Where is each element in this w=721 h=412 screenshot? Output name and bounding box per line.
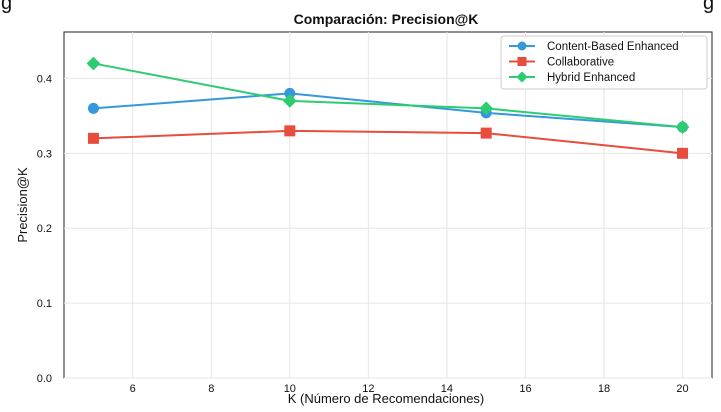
legend-item: Hybrid Enhanced xyxy=(509,71,635,84)
data-point xyxy=(284,87,296,99)
legend-item: Content-Based Enhanced xyxy=(509,41,679,53)
legend-marker xyxy=(516,71,528,83)
legend-item: Collaborative xyxy=(509,57,614,69)
x-axis-label: K (Número de Recomendaciones) xyxy=(288,391,485,406)
x-tick-label: 12 xyxy=(362,383,374,395)
data-point xyxy=(87,132,99,144)
y-tick-label: 0.3 xyxy=(37,148,52,160)
series-group xyxy=(86,56,690,159)
x-tick-label: 20 xyxy=(676,383,688,395)
series-line xyxy=(93,129,683,155)
data-point xyxy=(677,147,689,159)
data-point xyxy=(86,56,101,71)
data-point xyxy=(675,120,690,134)
y-tick-label: 0.4 xyxy=(37,73,52,85)
series-line xyxy=(93,92,683,129)
x-tick-label: 18 xyxy=(598,383,610,395)
x-tick-label: 14 xyxy=(441,383,453,395)
y-tick-label: 0.0 xyxy=(37,373,52,385)
y-tick-label: 0.2 xyxy=(37,223,52,235)
series-collaborative xyxy=(87,125,689,159)
data-point xyxy=(480,127,492,139)
chart-title: Comparación: Precision@K xyxy=(294,11,479,27)
x-tick-label: 6 xyxy=(130,383,136,395)
x-tick-label: 10 xyxy=(284,383,296,395)
x-tick-labels: 6 8 10 12 14 16 18 20 xyxy=(130,383,689,395)
y-tick-label: 0.1 xyxy=(37,298,52,310)
y-tick-labels: 0.0 0.1 0.2 0.3 0.4 xyxy=(37,73,52,385)
data-point xyxy=(87,102,99,114)
data-point xyxy=(479,101,494,116)
legend-label: Hybrid Enhanced xyxy=(547,72,635,84)
x-tick-label: 16 xyxy=(519,383,531,395)
legend-label: Content-Based Enhanced xyxy=(547,41,679,53)
legend-marker xyxy=(517,57,527,66)
header-fragment-left: g xyxy=(1,0,12,14)
data-point xyxy=(282,94,297,108)
legend-marker xyxy=(517,41,527,51)
series-line xyxy=(93,62,683,129)
legend-label: Collaborative xyxy=(547,57,614,69)
header-fragment-right: g xyxy=(703,0,714,14)
legend: Content-Based Enhanced Collaborative Hybri… xyxy=(500,35,708,90)
data-point xyxy=(284,125,296,137)
legend-box xyxy=(500,35,708,90)
y-axis-label: Precision@K xyxy=(15,167,30,243)
x-tick-label: 8 xyxy=(208,383,214,395)
series-hybrid-enhanced xyxy=(86,56,690,134)
